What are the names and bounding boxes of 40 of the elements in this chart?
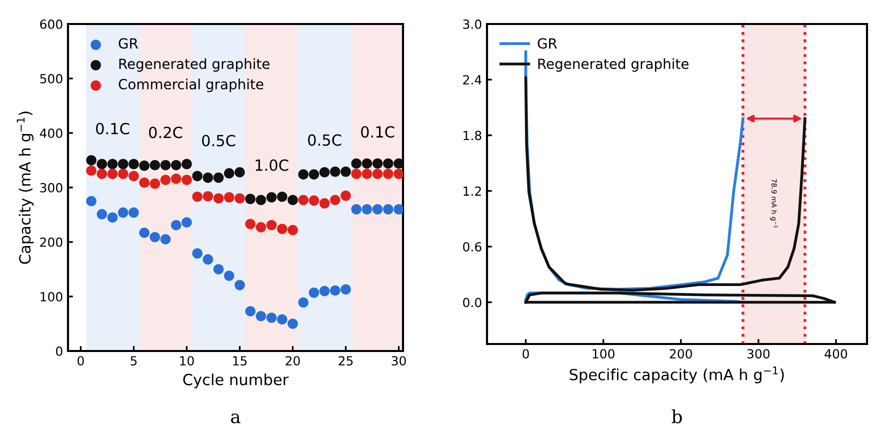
y-tick-label: 300 — [40, 182, 62, 192]
band-label: 0.5C — [308, 134, 342, 146]
legend-label: Commercial graphite — [118, 78, 264, 92]
x-tick-label: 5 — [130, 356, 137, 366]
x-tick-label: 100 — [592, 349, 614, 359]
band-label: 0.5C — [202, 134, 236, 146]
legend-label: GR — [118, 38, 138, 49]
y-axis-title: Capacity (mA h g$^{−1}$) — [16, 112, 34, 264]
y-tick-label: 500 — [40, 74, 62, 84]
band-label: 0.2C — [149, 126, 182, 138]
y-tick-label: 1.2 — [464, 186, 481, 196]
y-tick-label: 400 — [40, 128, 62, 138]
y-tick-label: 2.4 — [463, 75, 482, 84]
band-label: 0.1C — [361, 126, 394, 138]
text: a — [231, 413, 240, 424]
y-tick-label: 200 — [40, 237, 62, 247]
y-tick-label: 1.8 — [464, 130, 482, 140]
x-tick-label: 20 — [286, 356, 300, 366]
x-tick-label: 200 — [670, 349, 692, 359]
y-tick-label: 100 — [40, 292, 62, 302]
legend-label: Regenerated graphite — [538, 58, 688, 72]
x-axis-title: Cycle number — [183, 374, 289, 388]
y-tick-label: 0.0 — [463, 298, 482, 308]
y-tick-label: 3.0 — [463, 19, 482, 29]
legend-label: Regenerated graphite — [119, 58, 270, 72]
x-tick-label: 10 — [180, 356, 194, 366]
band-label: 1.0C — [256, 159, 288, 171]
text: b — [672, 409, 682, 424]
y-tick-label: 0.6 — [463, 242, 482, 252]
x-tick-label: 30 — [392, 356, 406, 366]
y-tick-label: 600 — [40, 19, 62, 29]
x-axis-title: Specific capacity (mA h g$^{−1}$) — [570, 366, 784, 384]
band-label: 0.1C — [96, 122, 130, 134]
x-tick-label: 15 — [233, 356, 247, 366]
legend-label: GR — [538, 38, 558, 49]
x-tick-label: 0 — [78, 356, 84, 366]
x-tick-label: 25 — [338, 356, 353, 366]
x-tick-label: 300 — [747, 349, 770, 359]
x-tick-label: 0 — [522, 349, 529, 359]
x-tick-label: 400 — [824, 349, 848, 359]
